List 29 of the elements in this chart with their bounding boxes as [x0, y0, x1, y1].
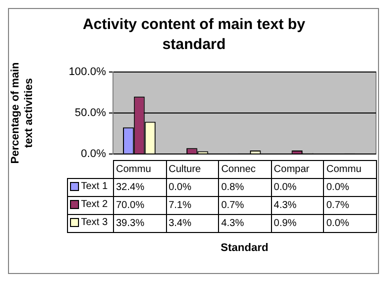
y-axis-title: Percentage of main text activities	[10, 62, 35, 164]
y-tick-label: 50.0%	[74, 107, 106, 120]
x-tick-label: Culture	[166, 160, 219, 178]
data-label: 0.0%	[271, 178, 324, 196]
y-tick-label: 100.0%	[68, 66, 106, 78]
data-label: 39.3%	[114, 214, 166, 232]
data-label: 4.3%	[218, 214, 272, 232]
data-label: 0.0%	[166, 178, 219, 196]
legend-label: Text 3	[81, 217, 108, 228]
data-label: 0.9%	[271, 214, 324, 232]
data-label: 0.7%	[218, 196, 272, 214]
data-label: 0.0%	[324, 214, 376, 232]
x-tick-label: Compar	[271, 160, 324, 178]
data-label: 0.7%	[324, 196, 376, 214]
legend-label: Text 2	[81, 199, 108, 210]
data-label: 0.8%	[218, 178, 272, 196]
data-label: 4.3%	[271, 196, 324, 214]
data-label: 32.4%	[114, 178, 166, 196]
x-tick-label: Commu	[324, 160, 376, 178]
y-tick-label: 0.0%	[80, 148, 106, 160]
legend-label: Text 1	[81, 181, 108, 192]
text: Standard	[220, 242, 270, 254]
x-tick-label: Commu	[114, 160, 166, 178]
data-label: 7.1%	[166, 196, 219, 214]
data-label: 70.0%	[114, 196, 166, 214]
chart-title: Activity content of main text by standard	[82, 15, 306, 55]
data-label: 0.0%	[324, 178, 376, 196]
data-label: 3.4%	[166, 214, 219, 232]
x-tick-label: Connec	[218, 160, 272, 178]
